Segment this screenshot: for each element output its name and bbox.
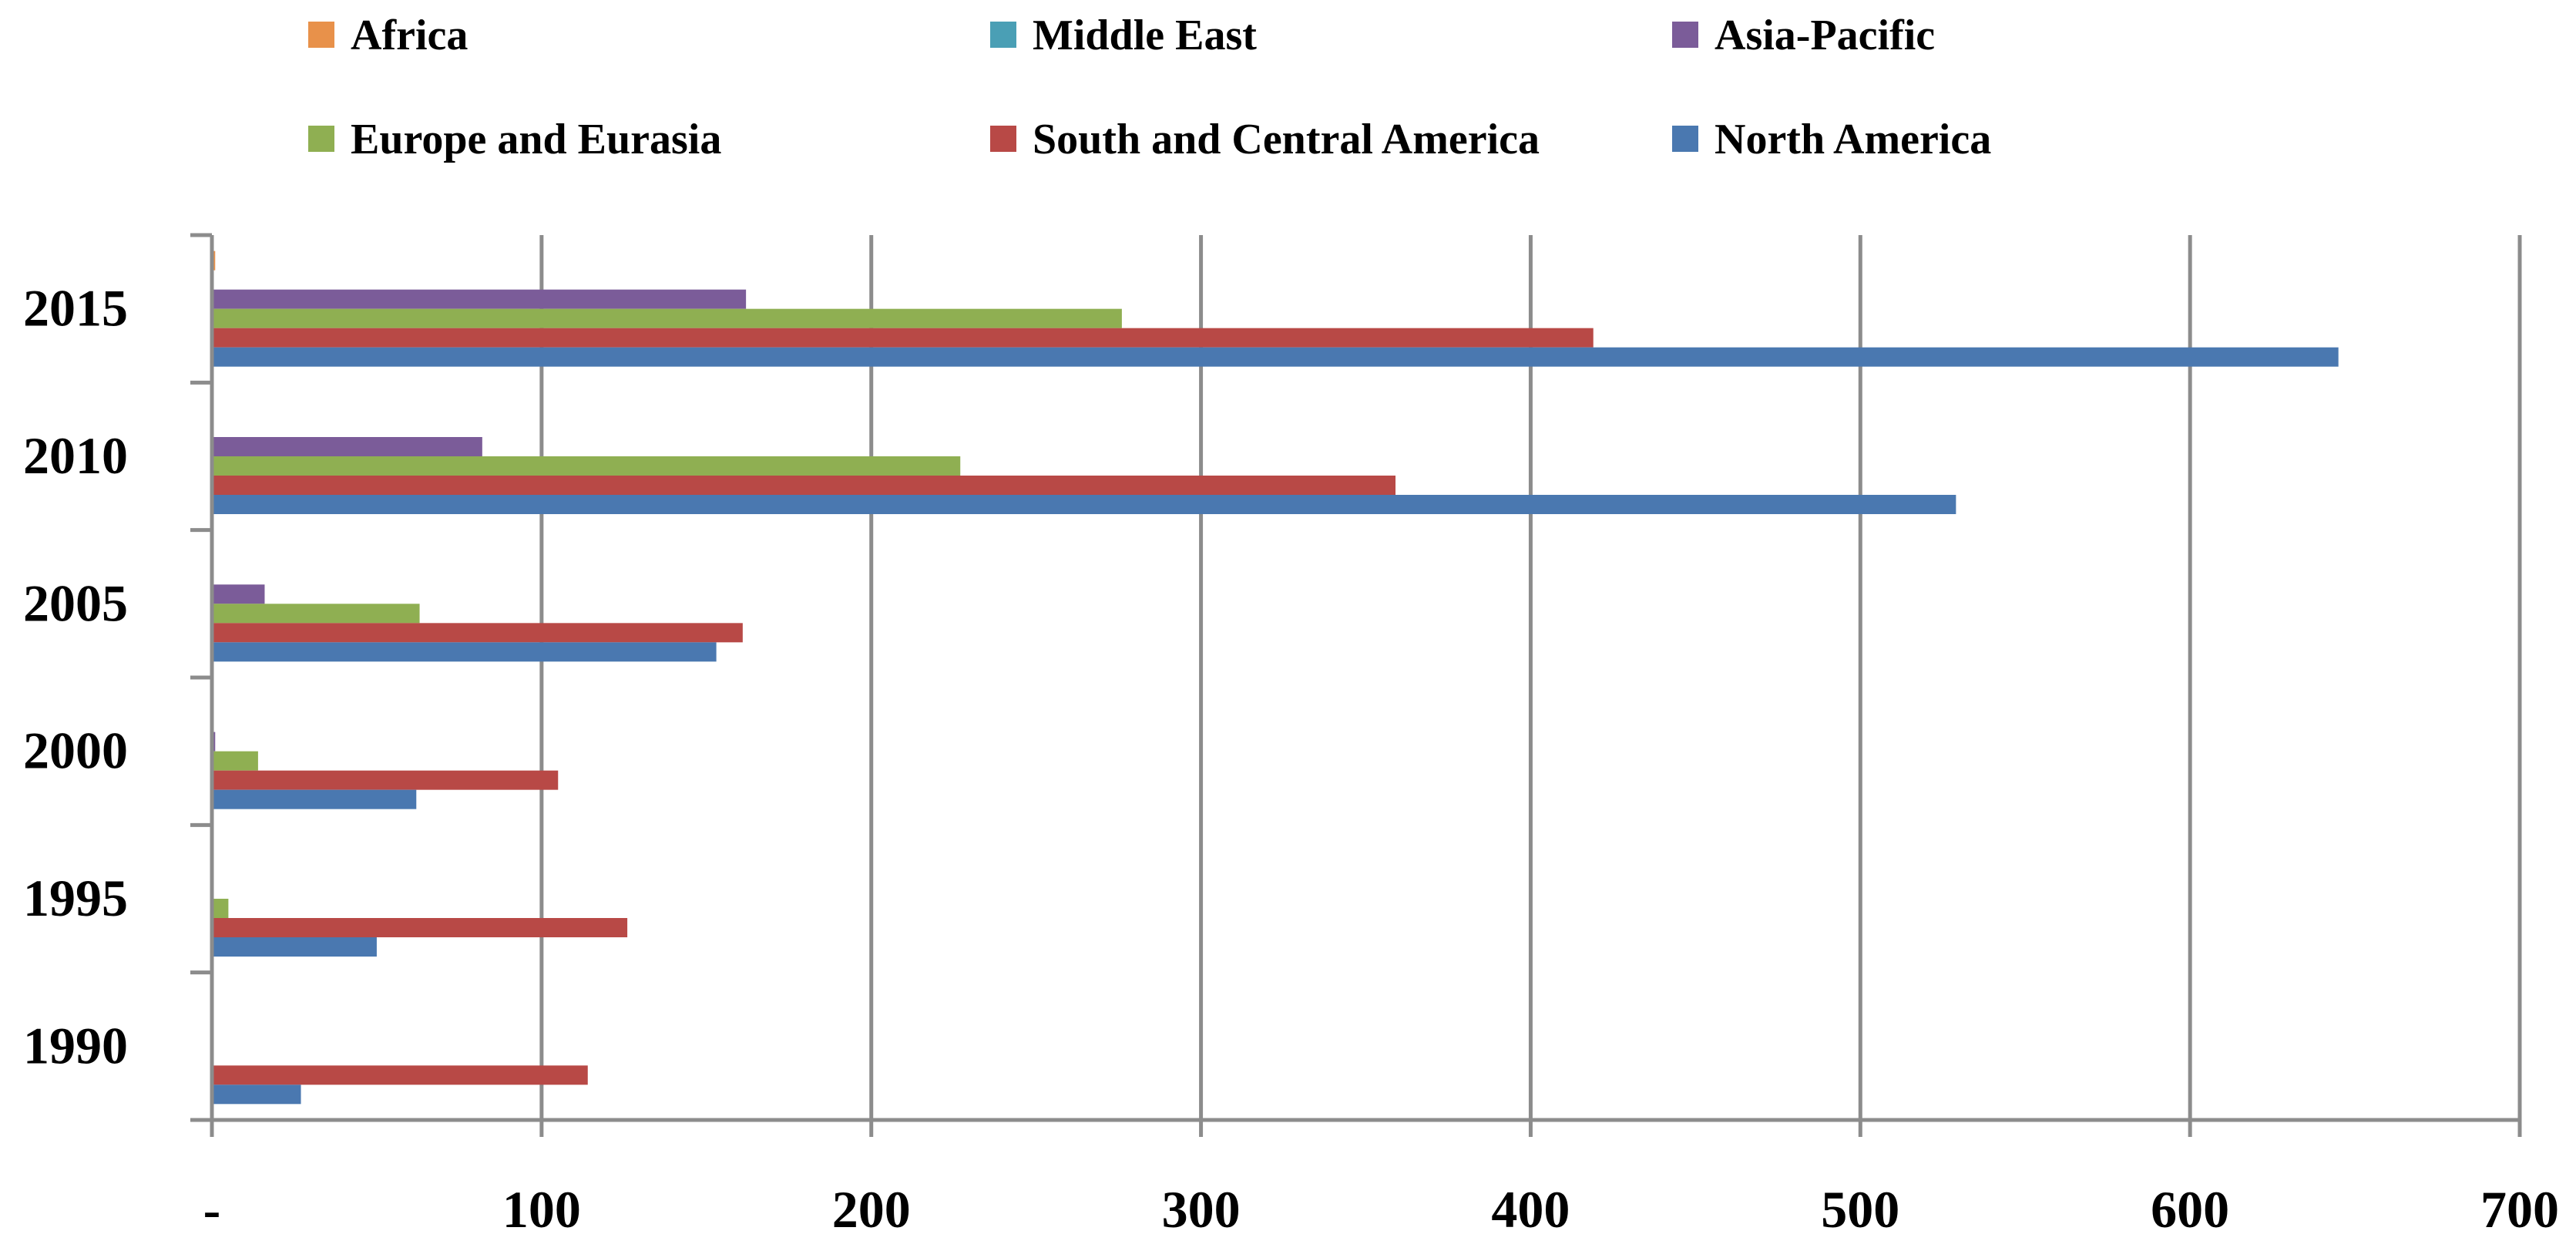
bar — [212, 899, 229, 918]
y-tick-label: 1995 — [23, 869, 128, 927]
bars — [212, 251, 2339, 1105]
legend-swatch — [990, 22, 1016, 48]
x-tick-label: 400 — [1491, 1180, 1570, 1239]
legend-label: Asia-Pacific — [1715, 12, 1935, 59]
legend-item: Asia-Pacific — [1672, 12, 1935, 59]
y-tick-label: 2015 — [23, 279, 128, 338]
legend-label: South and Central America — [1033, 116, 1540, 163]
bar — [212, 437, 482, 456]
bar — [212, 918, 628, 937]
bar — [212, 1065, 588, 1085]
x-tick-label: 600 — [2151, 1180, 2229, 1239]
bar — [212, 642, 717, 662]
x-tick-label: 300 — [1162, 1180, 1241, 1239]
legend-item: Europe and Eurasia — [308, 116, 721, 163]
x-tick-label: 500 — [1821, 1180, 1899, 1239]
x-tick-label: - — [203, 1180, 221, 1239]
bar — [212, 623, 743, 643]
x-tick-labels: - 100 200 300 400 500 600 700 — [203, 1180, 2559, 1239]
legend-label: Europe and Eurasia — [351, 116, 721, 163]
y-tick-labels: 1990 1995 2000 2005 2010 2015 — [23, 279, 128, 1075]
y-tick-label: 1990 — [23, 1016, 128, 1074]
axes — [190, 233, 2522, 1137]
bar — [212, 584, 265, 604]
bar — [212, 347, 2339, 367]
bar — [212, 308, 1122, 328]
legend-swatch — [308, 126, 334, 152]
y-tick-label: 2010 — [23, 426, 128, 485]
bar — [212, 476, 1396, 495]
legend-label: Middle East — [1033, 12, 1257, 59]
legend-item: Middle East — [990, 12, 1257, 59]
x-tick-label: 700 — [2480, 1180, 2559, 1239]
bar — [212, 937, 377, 957]
legend-label: North America — [1715, 116, 1991, 163]
bar — [212, 604, 420, 624]
bar — [212, 495, 1956, 514]
legend-swatch — [990, 126, 1016, 152]
legend-swatch — [308, 22, 334, 48]
x-tick-label: 100 — [502, 1180, 581, 1239]
bar — [212, 770, 559, 790]
gridlines — [539, 235, 2522, 1120]
legend-item: North America — [1672, 116, 1991, 163]
bar — [212, 456, 961, 476]
x-tick-label: 200 — [832, 1180, 911, 1239]
legend-label: Africa — [351, 12, 468, 59]
bar — [212, 789, 417, 809]
legend-item: South and Central America — [990, 116, 1540, 163]
legend-swatch — [1672, 126, 1698, 152]
bar — [212, 289, 747, 309]
y-tick-label: 2005 — [23, 573, 128, 632]
legend-swatch — [1672, 22, 1698, 48]
bar — [212, 328, 1594, 348]
y-tick-label: 2000 — [23, 721, 128, 780]
legend: Africa Middle East Asia-Pacific Europe and … — [308, 12, 1991, 163]
legend-item: Africa — [308, 12, 468, 59]
bar — [212, 1085, 301, 1105]
bar — [212, 751, 258, 771]
